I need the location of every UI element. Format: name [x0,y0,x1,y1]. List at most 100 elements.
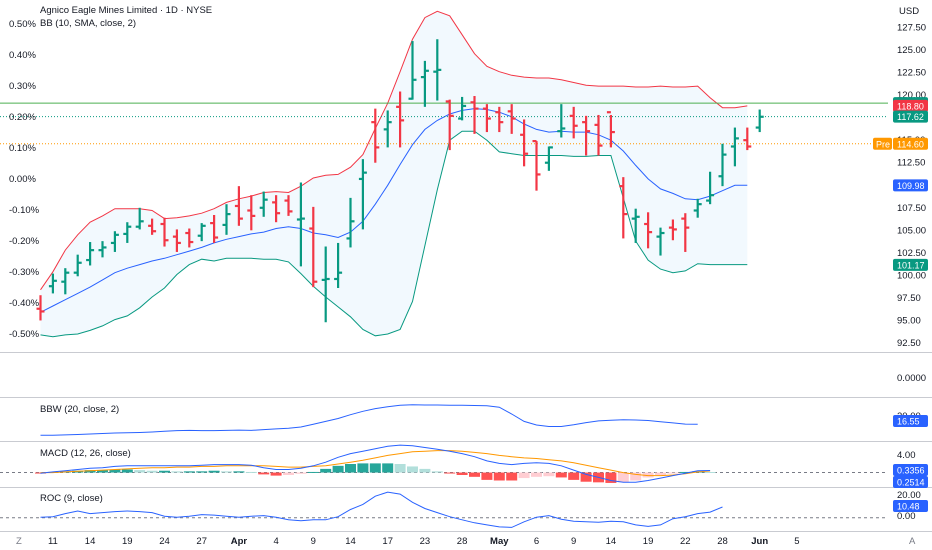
price-badge[interactable]: 117.62 [893,110,928,123]
ohlc-bar[interactable] [160,217,169,247]
ohlc-bar[interactable] [61,268,70,295]
ohlc-bar[interactable] [470,96,479,134]
ohlc-bar[interactable] [582,115,591,156]
macd-histogram-bar [382,463,394,473]
ohlc-bar[interactable] [445,99,454,151]
ohlc-bar[interactable] [135,207,144,230]
price-badge[interactable]: 109.98 [893,179,928,192]
ohlc-bar[interactable] [420,60,429,107]
time-axis-tick: 17 [382,536,393,547]
bbw-badge [893,415,928,427]
ohlc-bar[interactable] [532,139,541,191]
ohlc-bar[interactable] [197,223,206,242]
ohlc-bar[interactable] [234,186,243,226]
ohlc-bar[interactable] [693,198,702,218]
ohlc-bar[interactable] [569,106,578,139]
ohlc-bar[interactable] [98,241,107,258]
ohlc-bar[interactable] [210,214,219,243]
ohlc-bar[interactable] [730,127,739,167]
price-axis-tick: 107.50 [897,203,926,214]
ohlc-bar[interactable] [544,146,553,171]
ohlc-bar[interactable] [346,197,355,248]
ohlc-bar[interactable] [619,177,628,239]
ohlc-bar[interactable] [631,208,640,243]
macd-histogram-bar [332,465,344,473]
ohlc-bar[interactable] [681,213,690,252]
ohlc-bar[interactable] [309,206,318,288]
macd-histogram-bar [183,471,195,473]
macd-badge [893,476,928,488]
price-badge-bg [893,179,928,192]
macd-pane-title: MACD (12, 26, close) [40,448,131,459]
macd-histogram-bar [407,466,418,473]
ohlc-bar[interactable] [383,110,392,148]
ohlc-bar[interactable] [284,195,293,216]
ohlc-bar[interactable] [185,228,194,248]
ohlc-bar[interactable] [644,212,653,249]
ohlc-bar[interactable] [110,231,119,252]
ohlc-bar[interactable] [656,227,665,256]
bbw-pane[interactable]: BBW (20, close, 2) [40,404,698,436]
ohlc-bar[interactable] [718,143,727,187]
price-badge[interactable]: Pre 114.60 [873,137,928,150]
roc-pane[interactable]: ROC (9, close) [0,491,888,528]
ohlc-bar[interactable] [172,229,181,252]
macd-histogram-bar [320,468,332,473]
ohlc-bar[interactable] [296,182,305,267]
macd-histogram-bar [221,471,232,473]
ohlc-bar[interactable] [482,104,491,133]
macd-line [40,444,711,483]
macd-histogram-bar [233,471,245,473]
ohlc-bar[interactable] [507,104,516,134]
ohlc-bar[interactable] [495,106,504,133]
macd-histogram-bar [431,471,443,473]
ohlc-bar[interactable] [557,104,566,138]
ohlc-bar[interactable] [272,195,281,223]
macd-pane[interactable]: MACD (12, 26, close) [0,444,888,483]
price-pane[interactable] [0,10,888,338]
ohlc-bar[interactable] [433,39,442,101]
macd-axis-tick: 4.00 [897,450,916,461]
ohlc-bar[interactable] [743,127,752,151]
ohlc-bar[interactable] [123,222,132,243]
ohlc-bar[interactable] [606,111,615,148]
ohlc-bar[interactable] [396,91,405,148]
ohlc-bar[interactable] [86,242,95,266]
macd-histogram-bar [568,472,580,480]
ohlc-bar[interactable] [408,41,417,100]
bbw-line [40,404,698,436]
ohlc-bar[interactable] [668,219,677,241]
price-badge-label: 118.80 [897,101,924,111]
ohlc-bar[interactable] [48,273,57,294]
ohlc-bar[interactable] [334,242,343,289]
ohlc-bar[interactable] [458,96,467,121]
macd-histogram-bar [84,470,96,473]
time-axis-tick: 11 [48,536,58,547]
ohlc-bar[interactable] [259,191,268,217]
premarket-tag-label: Pre [876,139,890,149]
currency-label[interactable]: USD [899,6,919,17]
ohlc-bar[interactable] [594,114,603,156]
price-badge[interactable]: 101.17 [893,258,928,271]
ohlc-bar[interactable] [755,109,764,133]
ohlc-bar[interactable] [520,119,529,167]
left-axis-tick: 0.20% [9,112,36,123]
ohlc-bar[interactable] [371,108,380,163]
ohlc-bar[interactable] [36,295,45,321]
macd-histogram-bar [456,472,468,475]
ohlc-bar[interactable] [73,254,82,277]
ohlc-bar[interactable] [321,246,330,323]
macd-histogram-bar [307,471,319,473]
time-axis-tick: Apr [231,536,248,547]
ohlc-bar[interactable] [222,204,231,235]
price-badge[interactable]: 118.80 [893,99,928,112]
auto-scale-button[interactable]: A [909,536,916,547]
ohlc-bar[interactable] [148,218,157,235]
macd-histogram-bar [159,470,170,473]
ohlc-bar[interactable] [706,171,715,205]
ohlc-bar[interactable] [358,159,367,230]
zoom-icon[interactable]: Z [16,536,22,547]
ohlc-bar[interactable] [247,195,256,231]
left-axis-tick: -0.20% [9,236,40,247]
